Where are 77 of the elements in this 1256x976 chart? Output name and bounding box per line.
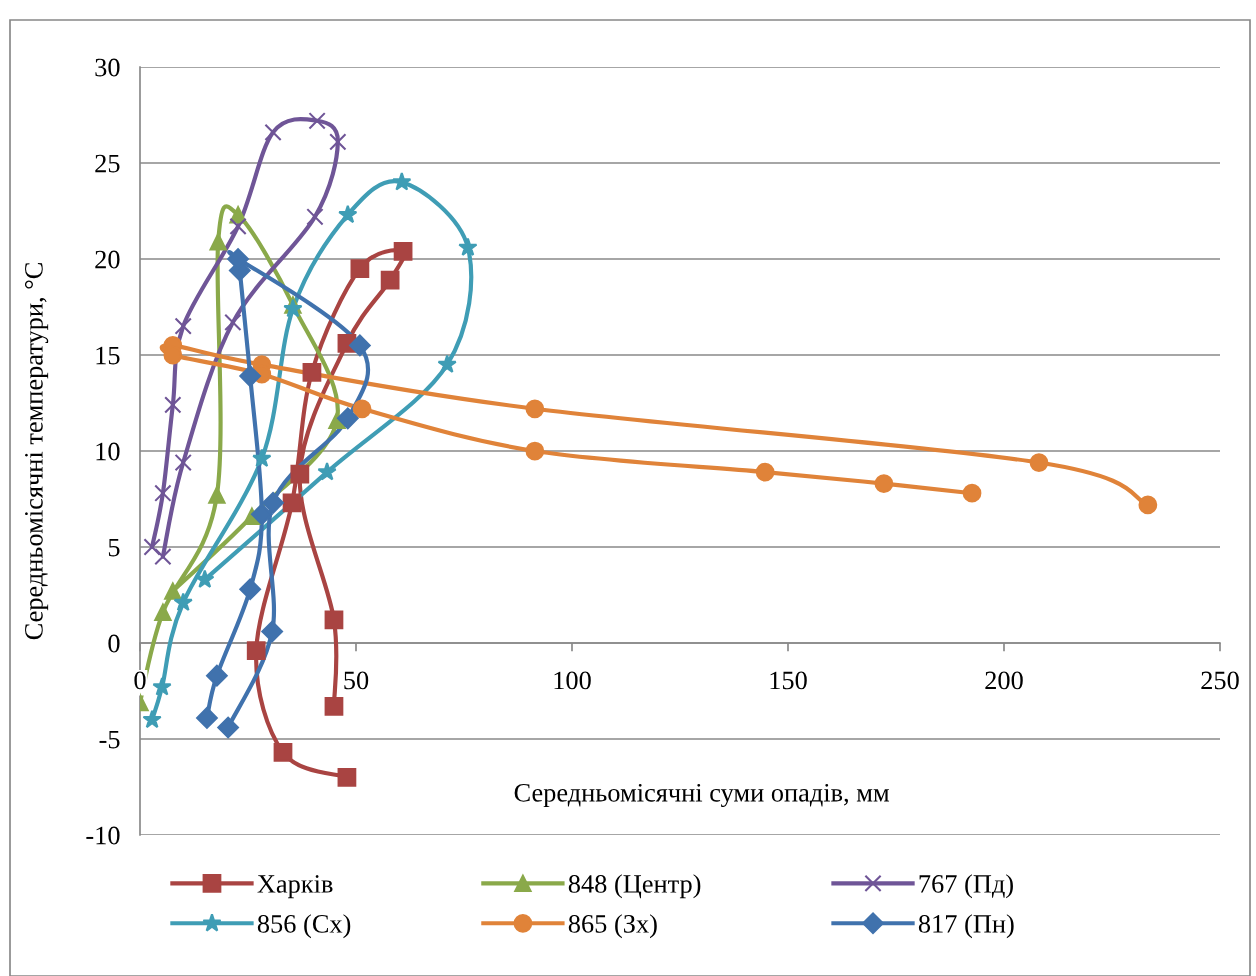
point <box>252 448 272 468</box>
point <box>195 569 215 588</box>
point <box>152 677 172 696</box>
point <box>143 538 161 556</box>
y-tick-label: 15 <box>96 346 120 365</box>
y-axis-title: Середньомісячні температури, °С <box>24 263 49 640</box>
point <box>317 462 337 481</box>
y-tick-label: 30 <box>95 58 120 77</box>
y-tick-label: 0 <box>108 634 120 653</box>
legend-label: 848 (Центр) <box>568 874 701 899</box>
point <box>209 233 227 251</box>
point <box>164 582 182 600</box>
point <box>337 768 357 787</box>
x-tick-label: 250 <box>1201 671 1239 690</box>
point <box>246 641 266 661</box>
point <box>308 112 326 130</box>
point <box>874 474 894 494</box>
point <box>755 462 775 482</box>
point <box>329 133 347 151</box>
legend-label: 817 (Пн) <box>918 914 1014 939</box>
point <box>154 484 172 502</box>
point <box>282 493 302 513</box>
point <box>324 610 344 630</box>
x-axis-title: Середньомісячні суми опадів, мм <box>514 783 890 808</box>
point <box>224 313 242 332</box>
point <box>290 464 310 484</box>
point <box>350 259 370 278</box>
legend-label: 856 (Сх) <box>257 914 351 939</box>
point <box>262 491 284 514</box>
point <box>302 362 322 382</box>
point <box>525 441 545 461</box>
point <box>458 237 478 256</box>
point <box>525 399 545 419</box>
point <box>206 664 228 687</box>
x-tick-label: 150 <box>770 671 807 690</box>
point <box>173 592 193 612</box>
point <box>1138 495 1158 515</box>
point <box>393 241 413 261</box>
point <box>239 365 262 387</box>
point <box>1029 453 1049 472</box>
x-tick-label: 200 <box>985 671 1023 690</box>
point <box>196 707 218 729</box>
point <box>324 696 344 716</box>
point <box>154 547 172 566</box>
point <box>229 217 247 236</box>
point <box>349 334 371 357</box>
point <box>336 407 359 430</box>
legend-label: 865 (Зх) <box>568 914 657 939</box>
point <box>217 716 239 739</box>
legend-label: 767 (Пд) <box>919 874 1013 899</box>
y-tick-label: 5 <box>108 538 120 557</box>
point <box>392 172 412 191</box>
point <box>962 483 982 503</box>
point <box>174 453 192 472</box>
point <box>261 620 284 643</box>
point <box>306 208 324 226</box>
point <box>250 503 273 526</box>
legend-label: Харків <box>257 875 333 899</box>
point <box>174 317 192 335</box>
y-tick-label: 25 <box>95 154 120 173</box>
point <box>239 578 262 601</box>
y-tick-label: 10 <box>96 442 120 461</box>
point <box>164 396 182 414</box>
point <box>154 603 172 621</box>
point <box>338 204 358 224</box>
point <box>437 354 457 373</box>
y-tick-label: -5 <box>99 730 120 749</box>
point <box>208 486 226 504</box>
point <box>142 709 162 729</box>
point <box>380 270 400 290</box>
x-tick-label: 50 <box>344 671 369 690</box>
y-tick-label: -10 <box>86 826 120 845</box>
point <box>273 743 293 762</box>
x-tick-label: 0 <box>134 671 146 690</box>
x-tick-label: 100 <box>554 671 591 690</box>
y-tick-label: 20 <box>95 250 120 269</box>
point <box>352 399 372 419</box>
